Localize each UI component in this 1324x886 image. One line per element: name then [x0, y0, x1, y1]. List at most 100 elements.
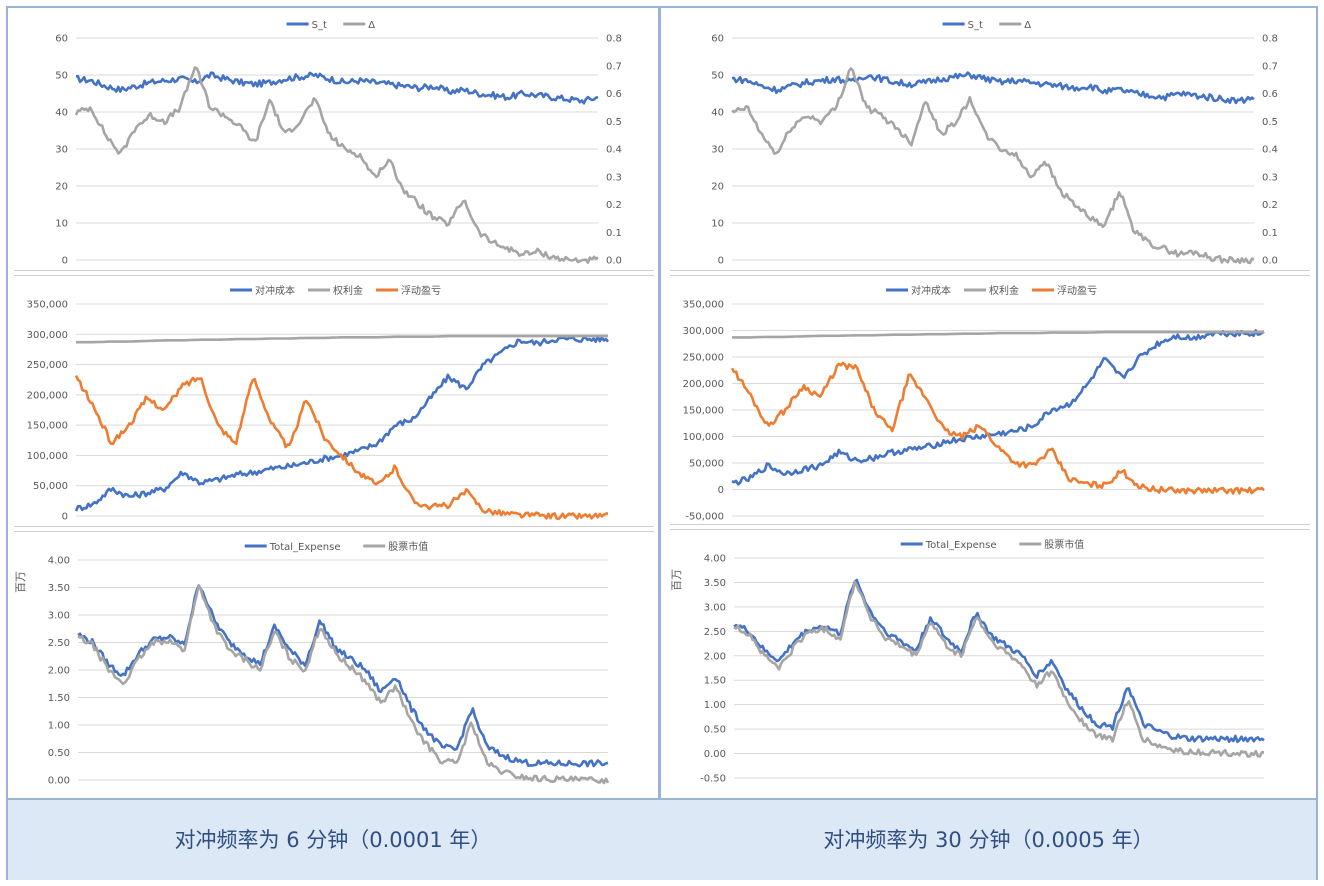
y-tick-label: 0	[62, 256, 68, 267]
y-tick-label: 40	[55, 108, 68, 119]
y-axis-label: 百万	[670, 569, 683, 591]
chart-hedge-cost-30min: 对冲成本 权利金 浮动盈亏 350,000 300,000 250,000 200,000 1…	[683, 284, 1265, 523]
caption-left: 对冲频率为 6 分钟（0.0001 年）	[174, 828, 492, 852]
chart-stock-delta-30min: S_t Δ 60 50 40 30 20 10 0 0.8 0.7 0.6 0.5 0.4 0.3 0.2 0.…	[711, 20, 1278, 267]
chart-legend: S_t Δ	[286, 20, 375, 31]
y-tick-label: 50,000	[689, 459, 724, 470]
y-tick-label: 2.50	[48, 638, 70, 649]
y-tick-label: 0	[718, 485, 724, 496]
y2-tick-label: 0.7	[606, 61, 622, 72]
left-column: S_t Δ 60 50 40 30 20 10 0 0.8 0.7 0.6 0.5 0.4 0.3 0.2 0.…	[8, 8, 660, 798]
y2-tick-label: 0.4	[1262, 145, 1278, 156]
y2-tick-label: 0.0	[606, 256, 622, 267]
y-tick-label: 50	[711, 71, 724, 82]
legend-label: 股票市值	[388, 540, 428, 553]
y-tick-label: 10	[711, 219, 724, 230]
y-axis-label: 百万	[14, 571, 27, 593]
y-tick-label: 3.00	[704, 602, 726, 613]
y-tick-label: 100,000	[27, 451, 68, 462]
y2-tick-label: 0.1	[1262, 228, 1278, 239]
right-column: S_t Δ 60 50 40 30 20 10 0 0.8 0.7 0.6 0.5 0.4 0.3 0.2 0.…	[660, 8, 1312, 798]
y-tick-label: -0.50	[700, 774, 726, 785]
chart-legend: Total_Expense 股票市值	[900, 538, 1084, 551]
y-tick-label: 3.50	[48, 583, 70, 594]
series-line-浮动盈亏	[74, 375, 608, 521]
chart-legend: 对冲成本 权利金 浮动盈亏	[886, 284, 1097, 297]
chart-total-expense-6min: Total_Expense 股票市值 4.00 3.50 3.00 2.50 2.00 1.5…	[14, 540, 610, 787]
y-tick-label: 350,000	[683, 300, 724, 311]
y-tick-label: 300,000	[683, 326, 724, 337]
legend-label: 浮动盈亏	[1057, 285, 1097, 297]
chart-legend: S_t Δ	[942, 20, 1031, 31]
chart-separator	[670, 524, 1310, 530]
y-tick-label: 4.00	[704, 554, 726, 565]
y-tick-label: 2.00	[48, 666, 70, 677]
y-tick-label: 200,000	[27, 390, 68, 401]
figure-table: S_t Δ 60 50 40 30 20 10 0 0.8 0.7 0.6 0.5 0.4 0.3 0.2 0.…	[6, 6, 1318, 880]
y-tick-label: 60	[55, 34, 68, 45]
series-line-S_t	[76, 71, 599, 105]
chart-legend: 对冲成本 权利金 浮动盈亏	[230, 284, 441, 297]
y-tick-label: 30	[55, 145, 68, 156]
y-tick-label: 3.00	[48, 611, 70, 622]
y-tick-label: 30	[711, 145, 724, 156]
y-tick-label: 150,000	[27, 421, 68, 432]
legend-label: 股票市值	[1044, 538, 1084, 551]
y-tick-label: 0.50	[48, 748, 70, 759]
chart-separator	[670, 270, 1310, 276]
legend-label: Δ	[1024, 20, 1031, 31]
y-tick-label: 4.00	[48, 556, 70, 567]
chart-separator	[14, 270, 654, 276]
y2-tick-label: 0.6	[606, 89, 622, 100]
y2-tick-label: 0.5	[606, 117, 622, 128]
y-tick-label: 350,000	[27, 300, 68, 311]
y2-tick-label: 0.2	[606, 200, 622, 211]
chart-legend: Total_Expense 股票市值	[244, 540, 428, 553]
y-tick-label: 20	[55, 182, 68, 193]
legend-label: S_t	[312, 20, 327, 31]
y-tick-label: 20	[711, 182, 724, 193]
legend-label: 浮动盈亏	[401, 285, 441, 297]
y-tick-label: 3.50	[704, 578, 726, 589]
y2-tick-label: 0.3	[606, 172, 622, 183]
y-tick-label: 2.00	[704, 651, 726, 662]
y-tick-label: 1.50	[704, 676, 726, 687]
series-line-股票市值	[77, 584, 610, 785]
y-tick-label: 1.00	[704, 700, 726, 711]
legend-label: Total_Expense	[269, 542, 341, 553]
y-tick-label: 50	[55, 71, 68, 82]
caption-row: 对冲频率为 6 分钟（0.0001 年） 对冲频率为 30 分钟（0.0005 …	[8, 798, 1316, 880]
series-line-Δ	[731, 67, 1255, 265]
y-tick-label: 0	[718, 256, 724, 267]
y-tick-label: 250,000	[27, 360, 68, 371]
y-tick-label: 250,000	[683, 353, 724, 364]
series-line-Δ	[74, 66, 599, 264]
y2-tick-label: 0.8	[1262, 34, 1278, 45]
y-tick-label: 60	[711, 34, 724, 45]
chart-stock-delta-6min: S_t Δ 60 50 40 30 20 10 0 0.8 0.7 0.6 0.5 0.4 0.3 0.2 0.…	[55, 20, 622, 267]
y2-tick-label: 0.6	[1262, 89, 1278, 100]
y2-tick-label: 0.5	[1262, 117, 1278, 128]
y-tick-label: 1.50	[48, 693, 70, 704]
y2-tick-label: 0.8	[606, 34, 622, 45]
legend-label: 对冲成本	[255, 284, 295, 297]
y-tick-label: 0.50	[704, 725, 726, 736]
legend-label: Δ	[368, 20, 375, 31]
y-tick-label: 2.50	[704, 627, 726, 638]
series-line-Total_Expense	[733, 578, 1265, 744]
y2-tick-label: 0.2	[1262, 200, 1278, 211]
y-tick-label: 300,000	[27, 330, 68, 341]
legend-label: Total_Expense	[925, 540, 997, 551]
y-tick-label: 10	[55, 219, 68, 230]
y-tick-label: 1.00	[48, 721, 70, 732]
y-tick-label: 40	[711, 108, 724, 119]
legend-label: S_t	[968, 20, 983, 31]
y2-tick-label: 0.7	[1262, 61, 1278, 72]
legend-label: 权利金	[333, 284, 363, 297]
y-tick-label: 150,000	[683, 406, 724, 417]
series-line-S_t	[731, 71, 1255, 105]
legend-label: 对冲成本	[911, 284, 951, 297]
y2-tick-label: 0.0	[1262, 256, 1278, 267]
y-tick-label: -50,000	[685, 512, 724, 523]
y2-tick-label: 0.3	[1262, 172, 1278, 183]
